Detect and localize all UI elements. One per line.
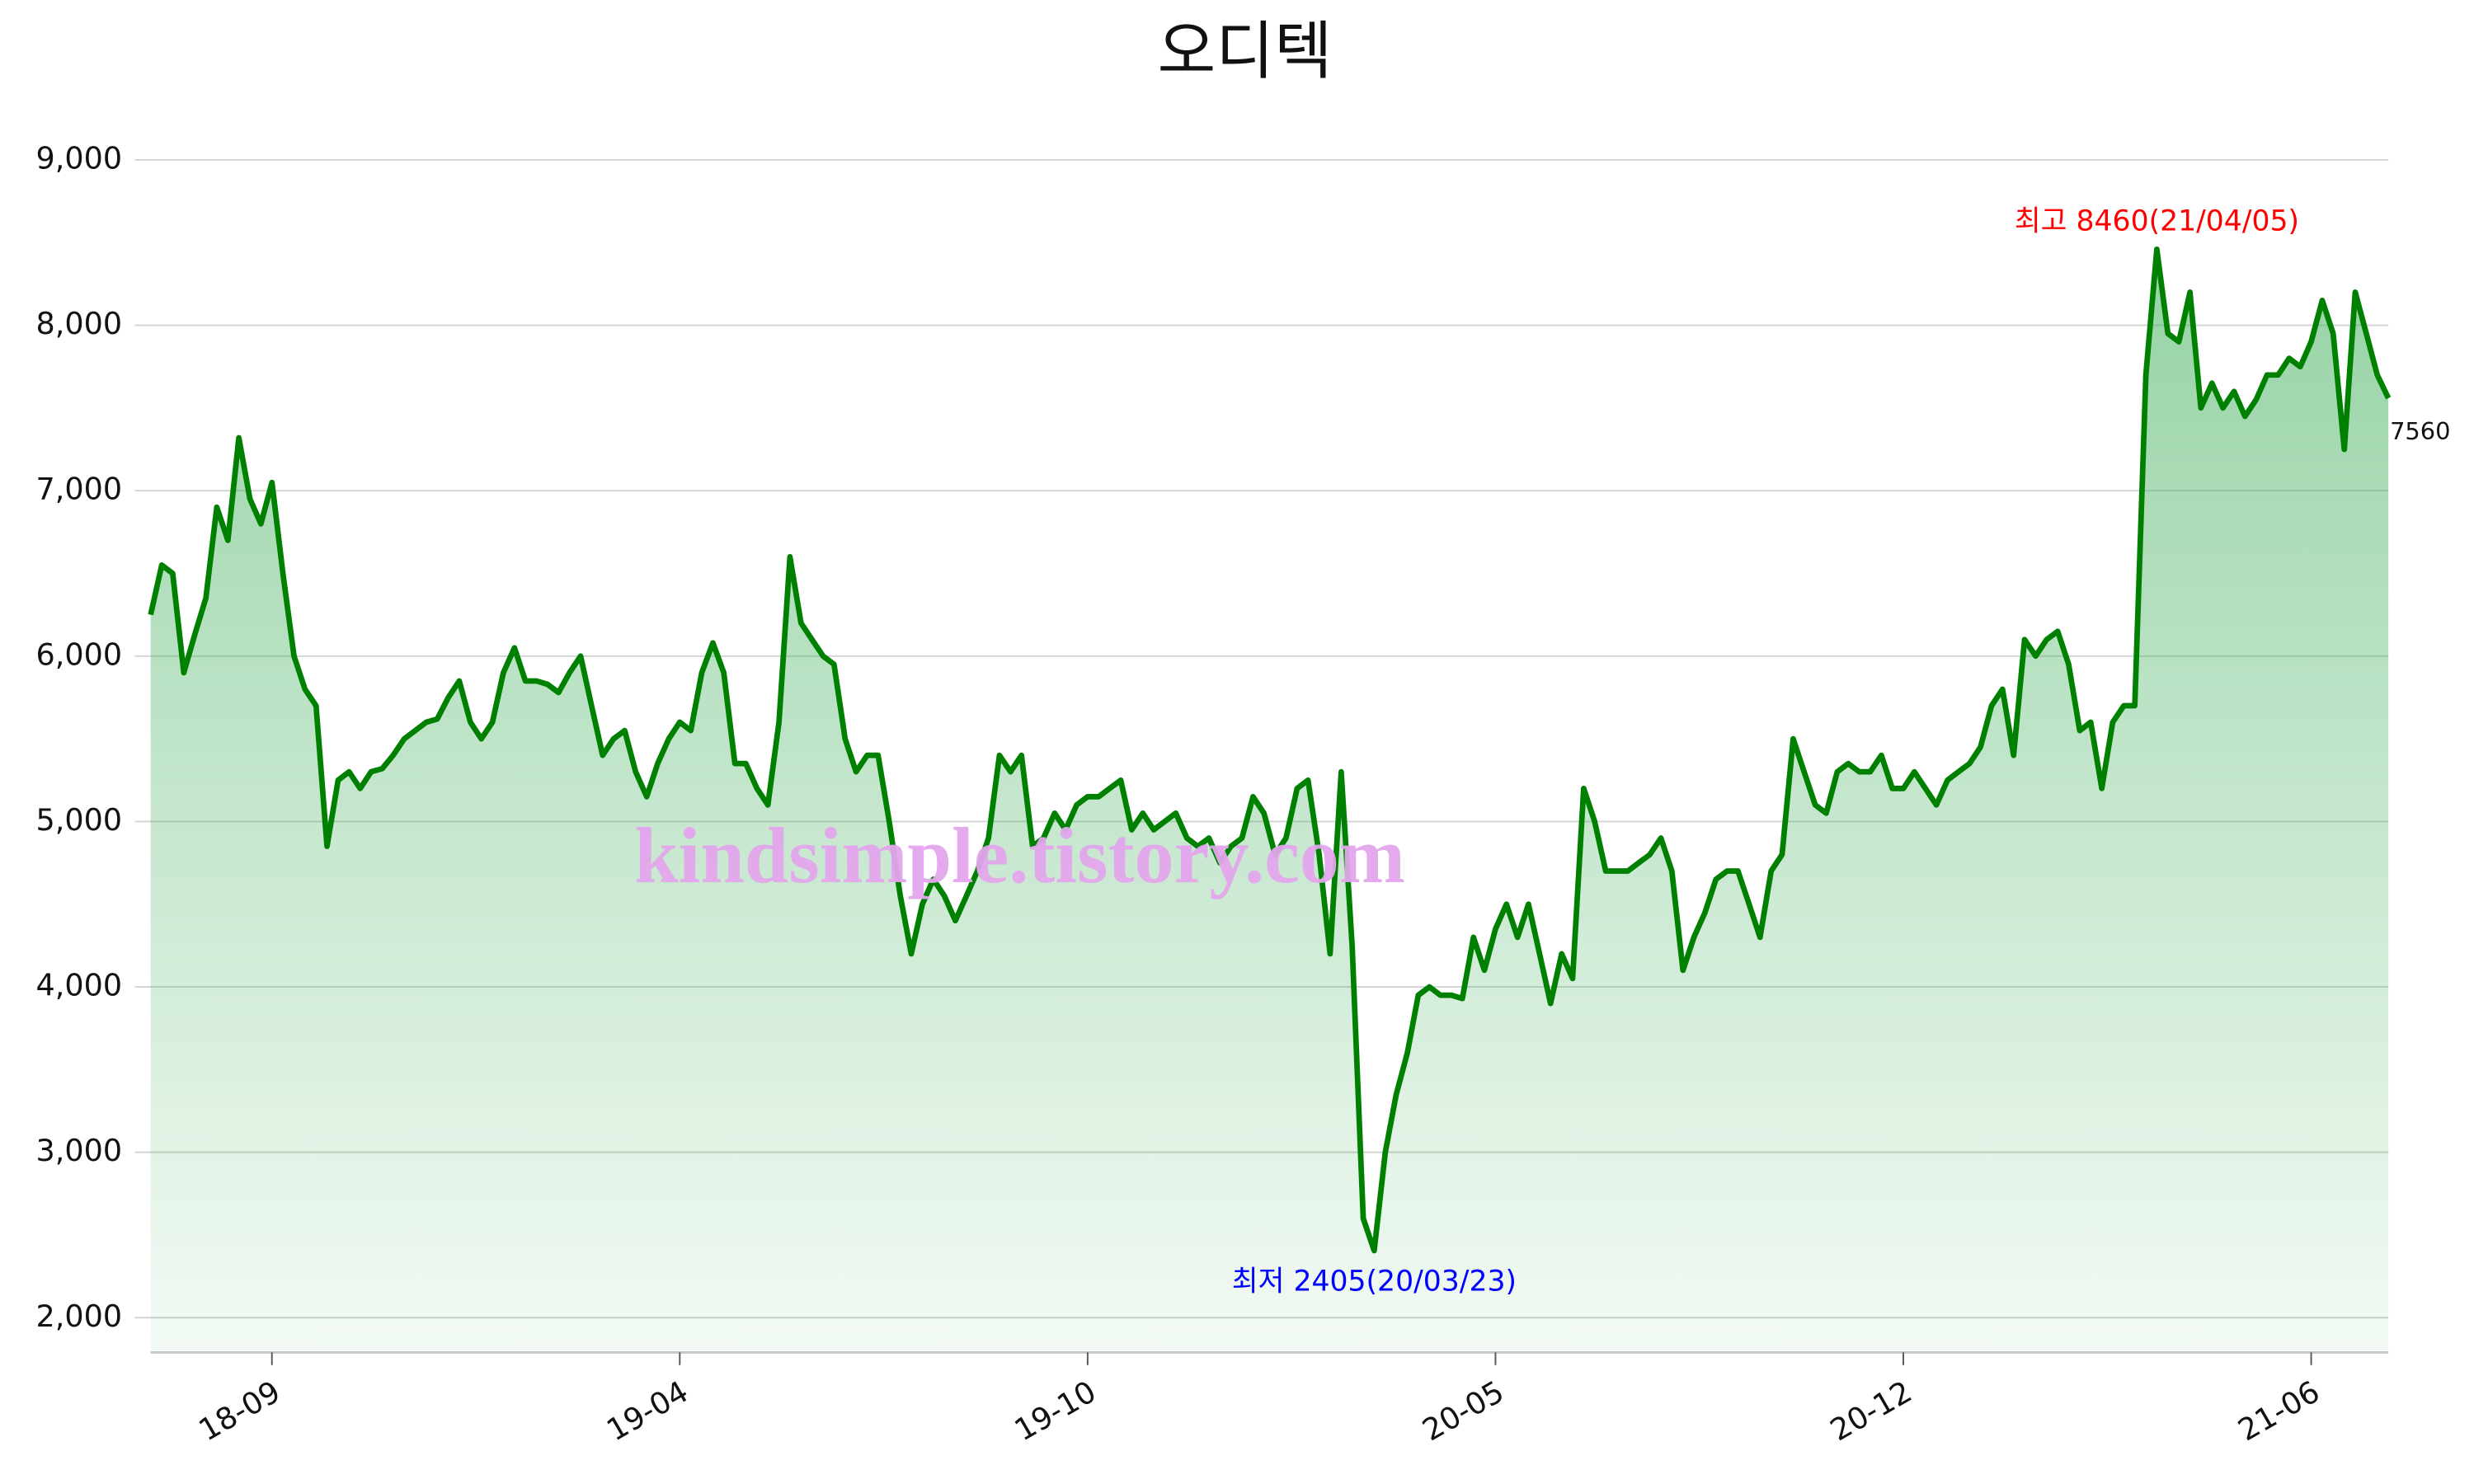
- y-tick-label: 6,000: [36, 636, 123, 672]
- x-tick-label: 20-12: [1824, 1374, 1917, 1448]
- min-annotation: 최저 2405(20/03/23): [1232, 1265, 1517, 1298]
- max-annotation: 최고 8460(21/04/05): [2015, 205, 2299, 238]
- last-value-label: 7560: [2390, 417, 2450, 445]
- y-tick-label: 2,000: [36, 1298, 123, 1334]
- x-tick-label: 19-10: [1009, 1374, 1102, 1448]
- chart-title: 오디텍: [1157, 15, 1332, 88]
- x-tick-label: 19-04: [600, 1374, 694, 1448]
- x-tick-label: 18-09: [193, 1374, 286, 1448]
- y-tick-label: 4,000: [36, 968, 123, 1003]
- watermark: kindsimple.tistory.com: [634, 811, 1405, 899]
- y-tick-label: 5,000: [36, 802, 123, 838]
- y-tick-label: 9,000: [36, 140, 123, 176]
- y-tick-label: 8,000: [36, 306, 123, 341]
- line: [148, 246, 2392, 1254]
- y-tick-label: 3,000: [36, 1133, 123, 1168]
- y-tick-label: 7,000: [36, 472, 123, 507]
- x-tick-label: 20-05: [1416, 1374, 1509, 1448]
- area: [150, 249, 2389, 1353]
- x-tick-label: 21-06: [2232, 1374, 2326, 1448]
